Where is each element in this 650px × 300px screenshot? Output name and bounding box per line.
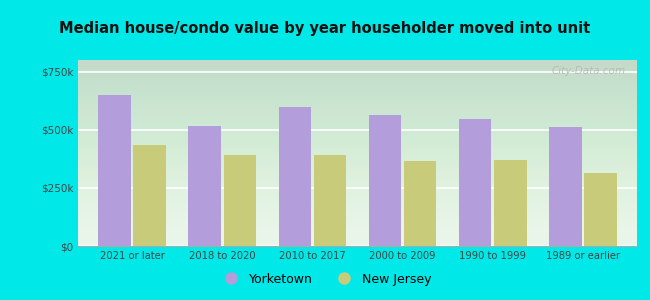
Bar (188, 126, 221, 246)
Bar (279, 106, 311, 246)
Bar (584, 173, 617, 246)
Bar (549, 128, 582, 246)
Bar (369, 115, 401, 246)
Bar (494, 160, 526, 246)
Bar (459, 119, 491, 246)
Text: City-Data.com: City-Data.com (552, 66, 626, 76)
Bar (133, 145, 166, 246)
Text: Median house/condo value by year householder moved into unit: Median house/condo value by year househo… (59, 21, 591, 36)
Bar (404, 161, 436, 246)
Legend: Yorketown, New Jersey: Yorketown, New Jersey (214, 268, 436, 291)
Bar (224, 155, 256, 246)
Bar (98, 95, 131, 246)
Bar (314, 155, 346, 246)
